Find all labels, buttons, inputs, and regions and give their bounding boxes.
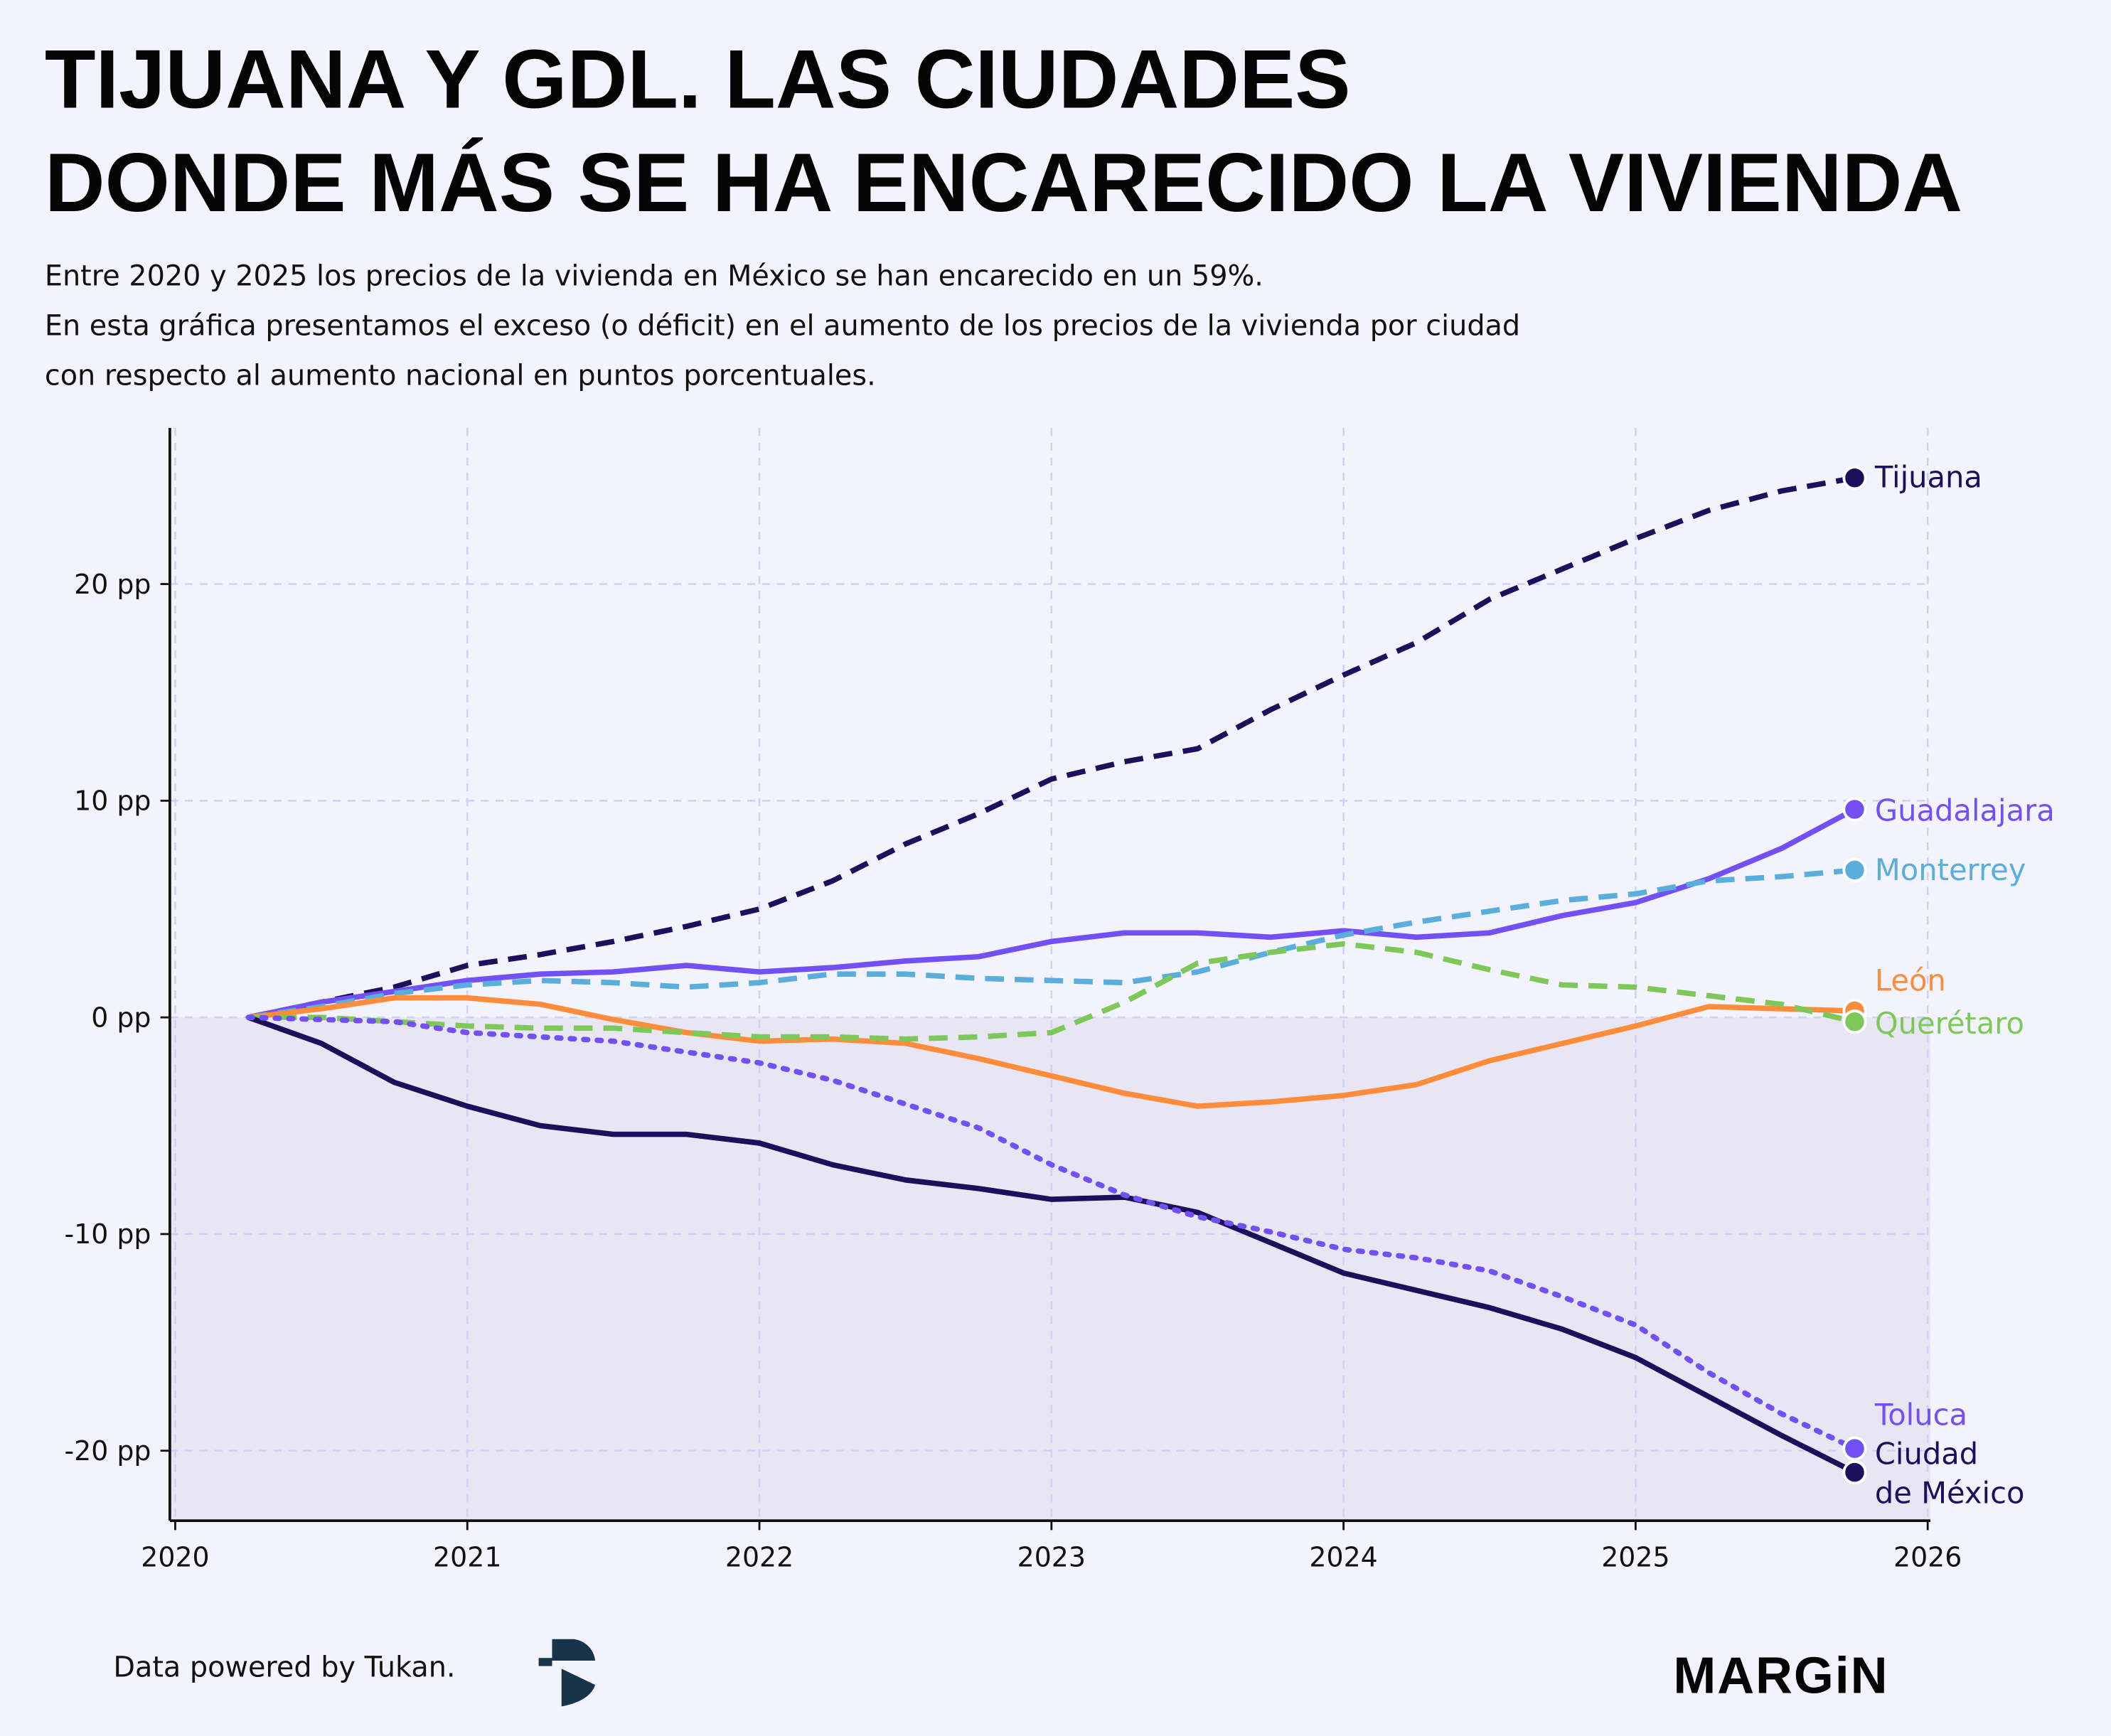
x-tick-label: 2025 — [1601, 1541, 1669, 1572]
end-point-tijuana — [1842, 466, 1867, 491]
series-label-toluca: Toluca — [1874, 1398, 1967, 1432]
end-point-ciudad-de-mexico — [1842, 1460, 1867, 1485]
series-line-toluca — [245, 1014, 1858, 1452]
series-label-leon: León — [1875, 963, 1946, 997]
y-tick-label: 0 pp — [91, 1002, 151, 1033]
series-label-tijuana: Tijuana — [1874, 459, 1982, 494]
title-line-2: DONDE MÁS SE HA ENCARECIDO LA VIVIENDA — [45, 136, 1962, 229]
series-label-monterrey: Monterrey — [1875, 852, 2026, 887]
negative-area — [169, 1017, 1930, 1521]
tukan-logo — [538, 1639, 596, 1707]
margin-logo: MARGiN — [1673, 1647, 1888, 1704]
series-label-ciudad-de-mexico: de México — [1875, 1476, 2025, 1511]
x-tick-label: 2022 — [725, 1541, 793, 1572]
series-line-queretaro — [248, 941, 1856, 1042]
subtitle-line-1: Entre 2020 y 2025 los precios de la vivi… — [45, 259, 1263, 292]
y-tick-label: 10 pp — [74, 786, 151, 817]
subtitle-line-2: En esta gráfica presentamos el exceso (o… — [45, 309, 1520, 342]
end-point-queretaro — [1842, 1009, 1867, 1034]
y-tick-label: -20 pp — [64, 1435, 151, 1467]
source-credit: Data powered by Tukan. — [113, 1651, 455, 1684]
x-tick-label: 2023 — [1017, 1541, 1086, 1572]
series-label-queretaro: Querétaro — [1875, 1006, 2024, 1041]
series-label-ciudad-de-mexico: Ciudad — [1875, 1437, 1978, 1472]
title-line-1: TIJUANA Y GDL. LAS CIUDADES — [45, 32, 1351, 125]
end-point-guadalajara — [1842, 797, 1867, 822]
subtitle-line-3: con respecto al aumento nacional en punt… — [45, 359, 876, 392]
y-tick-label: -10 pp — [64, 1218, 151, 1250]
series-line-monterrey — [247, 867, 1855, 1020]
y-tick-label: 20 pp — [74, 569, 151, 600]
end-point-monterrey — [1842, 857, 1867, 882]
series-line-guadalajara — [247, 807, 1856, 1020]
series-line-ciudad-de-mexico — [247, 1014, 1856, 1475]
series-line-tijuana — [247, 475, 1856, 1020]
x-tick-label: 2020 — [141, 1541, 209, 1572]
plot-area: 2020 2021 2022 2023 2024 2025 2026 -20 pp -10 pp… — [64, 427, 2055, 1572]
series-label-guadalajara: Guadalajara — [1875, 793, 2055, 828]
x-tick-label: 2021 — [433, 1541, 501, 1572]
x-tick-label: 2024 — [1309, 1541, 1377, 1572]
series-line-leon — [247, 995, 1855, 1109]
end-point-toluca — [1842, 1436, 1867, 1461]
x-tick-label: 2026 — [1893, 1541, 1962, 1572]
